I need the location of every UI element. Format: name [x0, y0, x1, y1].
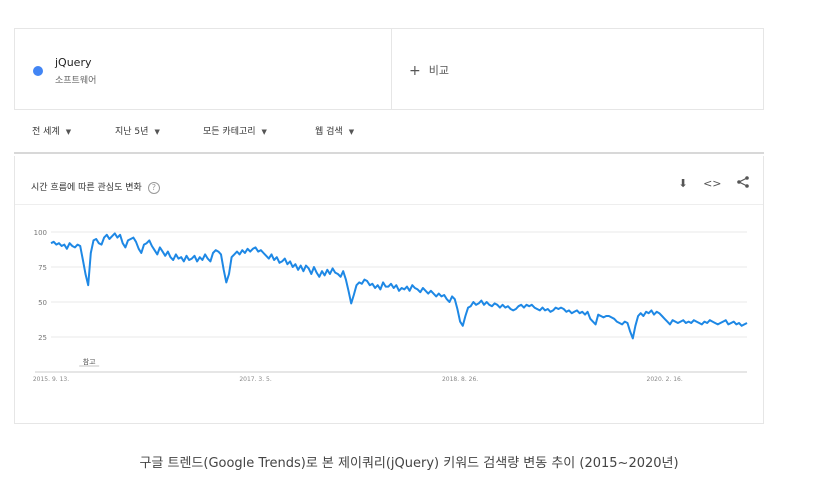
interest-over-time-panel: 시간 흐름에 따른 관심도 변화? ⬇ <> 100 75 50 25 2015. 9.…	[14, 156, 764, 424]
caret-down-icon: ▼	[65, 128, 72, 136]
time-filter-label: 지난 5년	[115, 127, 149, 137]
term-type: 소프트웨어	[55, 76, 97, 86]
help-icon[interactable]: ?	[147, 182, 160, 194]
caret-down-icon: ▼	[348, 128, 355, 136]
time-filter[interactable]: 지난 5년 ▼	[115, 124, 160, 137]
search-type-filter[interactable]: 웹 검색 ▼	[315, 124, 354, 137]
x-tick-label: 2020. 2. 16.	[647, 376, 683, 383]
y-tick-label: 25	[38, 334, 47, 342]
divider	[14, 152, 764, 154]
panel-title-text: 시간 흐름에 따른 관심도 변화	[31, 183, 142, 193]
search-term-card: jQuery 소프트웨어 + 비교	[14, 28, 764, 110]
search-type-filter-label: 웹 검색	[315, 127, 343, 137]
panel-header-divider	[15, 204, 763, 205]
x-tick-label: 2017. 3. 5.	[239, 376, 272, 383]
embed-icon[interactable]: <>	[703, 177, 722, 190]
trend-chart: 100 75 50 25 2015. 9. 13. 2017. 3. 5. 2018. 8.…	[33, 229, 748, 383]
download-icon[interactable]: ⬇	[678, 177, 688, 190]
panel-title: 시간 흐름에 따른 관심도 변화?	[31, 180, 160, 194]
region-filter[interactable]: 전 세계 ▼	[32, 124, 71, 137]
y-tick-label: 75	[38, 264, 47, 272]
compare-label: 비교	[428, 64, 449, 77]
x-tick-label: 2018. 8. 26.	[442, 376, 478, 383]
x-tick-label: 2015. 9. 13.	[33, 376, 69, 383]
series-line	[50, 232, 748, 340]
series-color-dot	[33, 66, 43, 76]
category-filter-label: 모든 카테고리	[203, 127, 256, 137]
caret-down-icon: ▼	[154, 128, 160, 136]
category-filter[interactable]: 모든 카테고리 ▼	[203, 124, 267, 137]
share-icon[interactable]	[737, 176, 749, 190]
term-name: jQuery	[55, 56, 92, 69]
term-entry[interactable]: jQuery 소프트웨어	[15, 29, 392, 109]
compare-button[interactable]: + 비교	[409, 62, 449, 79]
plus-icon: +	[409, 63, 421, 79]
caret-down-icon: ▼	[261, 128, 267, 136]
figure-caption: 구글 트렌드(Google Trends)로 본 제이쿼리(jQuery) 키워…	[139, 456, 679, 471]
y-tick-label: 100	[34, 229, 47, 237]
region-filter-label: 전 세계	[32, 127, 60, 137]
panel-tools: ⬇ <>	[666, 176, 749, 190]
y-tick-label: 50	[38, 299, 47, 307]
annotation-label: 참고	[83, 358, 96, 366]
